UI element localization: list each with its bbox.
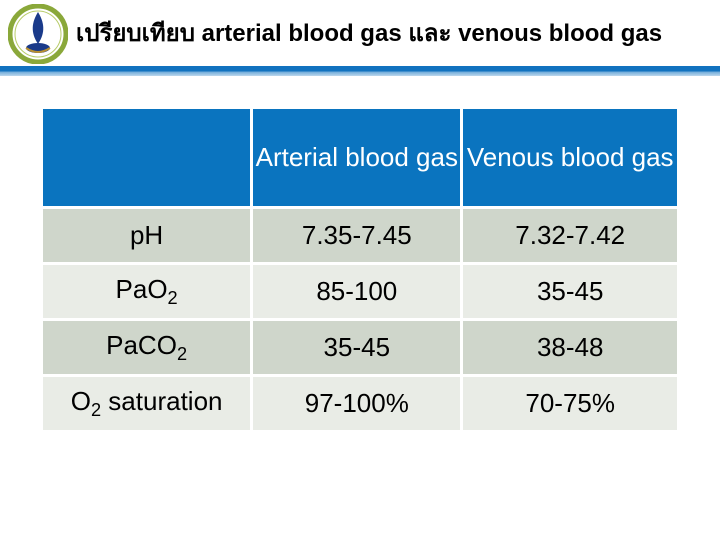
table-header-cell: Venous blood gas: [462, 108, 679, 208]
venous-value: 35-45: [462, 264, 679, 320]
content-area: Arterial blood gasVenous blood gas pH7.3…: [0, 76, 720, 433]
institution-logo: [8, 4, 68, 64]
venous-value: 7.32-7.42: [462, 208, 679, 264]
table-row: pH7.35-7.457.32-7.42: [42, 208, 679, 264]
row-label: PaO2: [42, 264, 252, 320]
arterial-value: 97-100%: [252, 376, 462, 432]
arterial-value: 35-45: [252, 320, 462, 376]
slide-header: เปรียบเทียบ arterial blood gas และ venou…: [0, 0, 720, 64]
venous-value: 70-75%: [462, 376, 679, 432]
arterial-value: 7.35-7.45: [252, 208, 462, 264]
venous-value: 38-48: [462, 320, 679, 376]
row-label: pH: [42, 208, 252, 264]
row-label: O2 saturation: [42, 376, 252, 432]
comparison-table: Arterial blood gasVenous blood gas pH7.3…: [40, 106, 680, 433]
table-header-cell: [42, 108, 252, 208]
table-header: Arterial blood gasVenous blood gas: [42, 108, 679, 208]
header-divider: [0, 66, 720, 76]
arterial-value: 85-100: [252, 264, 462, 320]
table-body: pH7.35-7.457.32-7.42PaO285-10035-45PaCO2…: [42, 208, 679, 432]
page-title: เปรียบเทียบ arterial blood gas และ venou…: [76, 20, 662, 49]
table-header-cell: Arterial blood gas: [252, 108, 462, 208]
table-row: PaO285-10035-45: [42, 264, 679, 320]
table-row: PaCO235-4538-48: [42, 320, 679, 376]
table-row: O2 saturation97-100%70-75%: [42, 376, 679, 432]
row-label: PaCO2: [42, 320, 252, 376]
